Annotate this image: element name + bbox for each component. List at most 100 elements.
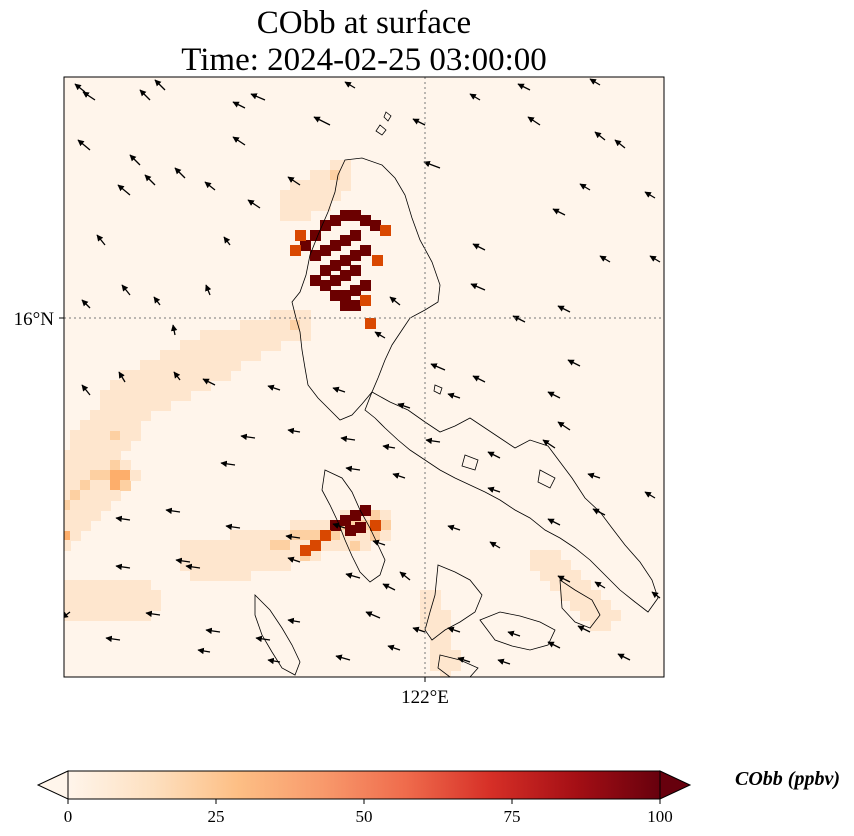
- concentration-cell: [440, 660, 451, 671]
- concentration-cell: [420, 620, 431, 631]
- concentration-cell: [50, 520, 61, 531]
- concentration-cell: [290, 540, 301, 551]
- concentration-cell: [300, 180, 311, 191]
- concentration-cell: [50, 480, 61, 491]
- concentration-cell: [430, 660, 441, 671]
- concentration-cell: [240, 350, 251, 361]
- concentration-cell: [90, 460, 101, 471]
- concentration-cell: [130, 420, 141, 431]
- concentration-cell: [365, 318, 376, 329]
- concentration-cell: [110, 420, 121, 431]
- concentration-cell: [130, 370, 141, 381]
- concentration-cell: [190, 550, 201, 561]
- wind-arrow: [154, 79, 166, 91]
- concentration-cell: [430, 610, 441, 621]
- concentration-cell: [200, 340, 211, 351]
- concentration-cell: [120, 400, 131, 411]
- wind-arrow: [497, 658, 511, 665]
- concentration-cell: [80, 510, 91, 521]
- concentration-cell: [100, 500, 111, 511]
- concentration-cell: [420, 590, 431, 601]
- wind-arrow: [557, 421, 571, 431]
- wind-arrow: [197, 647, 211, 655]
- concentration-cell: [210, 540, 221, 551]
- concentration-cell: [100, 460, 111, 471]
- concentration-cell: [310, 540, 321, 551]
- concentration-cell: [100, 390, 111, 401]
- concentration-cell: [440, 630, 451, 641]
- concentration-cell: [120, 480, 131, 491]
- concentration-cell: [120, 430, 131, 441]
- concentration-cell: [120, 600, 131, 611]
- concentration-cell: [530, 560, 541, 571]
- concentration-cell: [260, 320, 271, 331]
- wind-arrow: [225, 523, 241, 531]
- wind-arrow: [579, 183, 591, 191]
- concentration-cell: [110, 480, 121, 491]
- wind-arrow: [267, 384, 281, 391]
- concentration-cell: [120, 380, 131, 391]
- colorbar-bar: [67, 770, 661, 800]
- concentration-cell: [130, 610, 141, 621]
- concentration-cell: [440, 650, 451, 661]
- concentration-cell: [220, 560, 231, 571]
- concentration-cell: [64, 580, 71, 591]
- concentration-cell: [350, 300, 361, 311]
- concentration-cell: [280, 550, 291, 561]
- concentration-cell: [290, 550, 301, 561]
- concentration-cell: [270, 310, 281, 321]
- wind-arrow: [153, 296, 161, 306]
- concentration-cell: [590, 590, 601, 601]
- concentration-cell: [120, 370, 131, 381]
- concentration-cell: [200, 330, 211, 341]
- concentration-cell: [250, 320, 261, 331]
- wind-arrow: [527, 116, 541, 126]
- concentration-cell: [140, 390, 151, 401]
- wind-arrow: [592, 508, 606, 516]
- concentration-cell: [340, 290, 351, 301]
- concentration-cell: [570, 600, 581, 611]
- wind-arrow: [547, 391, 561, 399]
- concentration-cell: [64, 520, 71, 531]
- concentration-cell: [240, 340, 251, 351]
- wind-arrow: [567, 359, 581, 367]
- concentration-cell: [600, 620, 611, 631]
- wind-arrow: [144, 174, 156, 186]
- concentration-cell: [310, 250, 321, 261]
- colorbar: 0 25 50 75 100: [36, 770, 692, 826]
- concentration-cell: [240, 530, 251, 541]
- concentration-cell: [360, 215, 371, 226]
- concentration-cell: [340, 300, 351, 311]
- concentration-cell: [560, 580, 571, 591]
- lat-label: 16°N: [14, 309, 55, 330]
- concentration-cell: [220, 350, 231, 361]
- concentration-cell: [200, 570, 211, 581]
- concentration-cell: [270, 320, 281, 331]
- wind-arrow: [250, 93, 266, 101]
- concentration-cell: [300, 320, 311, 331]
- concentration-cell: [70, 580, 81, 591]
- concentration-cell: [180, 350, 191, 361]
- concentration-cell: [130, 390, 141, 401]
- wind-arrow: [469, 93, 481, 101]
- concentration-cell: [340, 160, 351, 171]
- concentration-cell: [360, 245, 371, 256]
- concentration-cell: [220, 550, 231, 561]
- concentration-cell: [180, 540, 191, 551]
- concentration-cell: [80, 610, 91, 621]
- concentration-cell: [330, 180, 341, 191]
- wind-arrow: [205, 627, 221, 635]
- wind-arrow: [547, 518, 561, 526]
- concentration-cell: [50, 510, 61, 521]
- concentration-cell: [180, 370, 191, 381]
- concentration-cell: [350, 510, 361, 521]
- wind-arrow: [345, 465, 361, 473]
- concentration-cell: [270, 560, 281, 571]
- concentration-cell: [120, 390, 131, 401]
- wind-arrow: [594, 131, 606, 141]
- concentration-cell: [110, 400, 121, 411]
- wind-arrow: [232, 101, 246, 109]
- lon-label: 122°E: [401, 687, 449, 708]
- wind-arrow: [423, 161, 441, 169]
- concentration-cell: [295, 230, 306, 241]
